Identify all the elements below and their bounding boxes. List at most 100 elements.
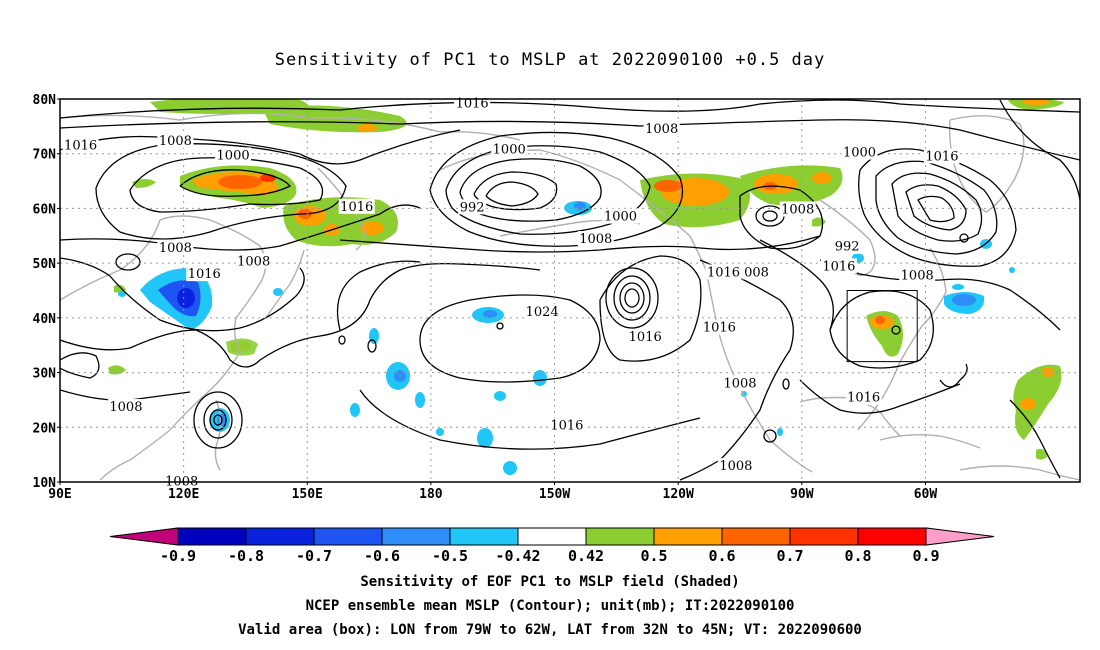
shade-pacific-8 [533, 370, 547, 386]
colorbar-swatch [313, 527, 383, 546]
isobar [60, 262, 541, 368]
contour-label-bg [215, 147, 252, 163]
contour-label: 1008 [719, 459, 752, 474]
shade-small-green-2 [108, 365, 126, 375]
contour-label-bg [820, 258, 857, 274]
shade-pacific-7 [503, 461, 517, 475]
contour-label-bg [157, 133, 194, 149]
shade-pacific-9 [494, 391, 506, 401]
colorbar-swatch [585, 527, 655, 546]
contour-label-bg [491, 141, 528, 157]
contour-label: 1008 [723, 377, 756, 392]
contour-label-bg [701, 319, 738, 335]
shade-bering-blue2 [574, 202, 586, 210]
colorbar-swatch [653, 527, 723, 546]
lat-tick-label: 20N [33, 421, 57, 436]
contour-label-bg [841, 144, 878, 160]
shade-nova-scotia-top [952, 284, 964, 290]
lon-tick-label: 90E [48, 487, 71, 502]
shade-alaska-orange2 [654, 180, 682, 192]
contour-label-bg [899, 267, 936, 283]
isobar [339, 235, 821, 253]
contour-label: 008 [744, 265, 769, 280]
contour-label: 1016 [707, 265, 740, 280]
contour-label: 1008 [237, 255, 270, 270]
isobar [917, 195, 955, 223]
shade-kamchatka-orange2 [360, 221, 384, 235]
shade-small-blue-5 [777, 428, 783, 436]
contour-label: 1016 [456, 96, 489, 111]
colorbar-swatch [449, 527, 519, 546]
lat-tick-label: 30N [33, 367, 57, 382]
isobar [213, 414, 223, 426]
contour-label-bg [833, 238, 862, 254]
contour-label: 1008 [159, 241, 192, 256]
isobar [367, 339, 377, 353]
coast-na-west [705, 269, 813, 473]
lat-tick-label: 70N [33, 148, 57, 163]
contour-label-bg [705, 264, 742, 280]
isobar [60, 257, 305, 332]
contour-label-bg [742, 264, 771, 280]
lat-tick-label: 80N [33, 93, 57, 108]
lat-tick-label: 50N [33, 257, 57, 272]
contour-label-bg [845, 389, 882, 405]
colorbar-tick-label: -0.8 [228, 547, 264, 565]
caption-line-3: Valid area (box): LON from 79W to 62W, L… [238, 622, 862, 638]
isobar [129, 157, 324, 213]
contour-label-bg [923, 148, 960, 164]
longitude-axis-labels: 90E 120E 150E 180 150W 120W 90W 60W [48, 482, 937, 502]
colorbar-high-triangle [925, 527, 995, 546]
colorbar-tick-label: 0.5 [640, 547, 667, 565]
isobar [739, 185, 824, 250]
isobar [359, 389, 701, 450]
isobar [60, 352, 100, 379]
isobar [336, 260, 421, 331]
isobar-contours [60, 99, 1080, 481]
shade-pacific-6 [477, 428, 493, 448]
shade-1000-red [218, 175, 262, 189]
shade-arctic-right-orange [1022, 99, 1050, 105]
isobar [891, 325, 901, 335]
lat-tick-label: 10N [33, 476, 57, 491]
contour-label: 1000 [604, 210, 637, 225]
isobar [429, 131, 684, 247]
colorbar-tick-label: -0.7 [296, 547, 332, 565]
contour-label-bg [627, 329, 664, 345]
coast-hudson [819, 199, 876, 276]
shade-atlantic-orange [1020, 398, 1036, 410]
shade-small-green-1 [132, 179, 156, 188]
contour-label: 1024 [526, 305, 559, 320]
colorbar-swatch [789, 527, 859, 546]
shade-japan-dark [177, 288, 195, 308]
shade-atlantic-green [1013, 364, 1062, 440]
lon-tick-label: 90W [790, 487, 814, 502]
contour-label-bg [235, 253, 272, 269]
contour-label: 1016 [925, 149, 958, 164]
colorbar: -0.9 -0.8 -0.7 -0.6 -0.5 -0.42 0.42 0.5 0.6 0.7 0.… [109, 527, 995, 565]
isobar [179, 169, 292, 197]
contour-label-bg [643, 121, 680, 137]
contour-label-bg [722, 375, 758, 391]
contour-label-bg [458, 199, 487, 215]
shade-pacific-5 [415, 392, 425, 408]
contour-label: 992 [835, 240, 860, 255]
isobar [115, 253, 141, 271]
contour-label-bg [717, 458, 754, 474]
contour-label-bg [577, 231, 614, 247]
contour-label-bg [524, 303, 561, 319]
isobar [485, 181, 539, 207]
isobar [60, 204, 421, 251]
isobar [473, 171, 558, 211]
lat-tick-label: 40N [33, 312, 57, 327]
map-title: Sensitivity of PC1 to MSLP at 2022090100… [274, 50, 826, 70]
isobar [338, 335, 346, 345]
isobar [939, 363, 968, 388]
isobar [799, 379, 961, 414]
isobar [905, 184, 967, 231]
shade-small-blue-2 [118, 291, 126, 297]
contour-label: 1000 [493, 142, 526, 157]
shade-pacific-10 [436, 428, 444, 436]
colorbar-tick-label: 0.7 [776, 547, 803, 565]
